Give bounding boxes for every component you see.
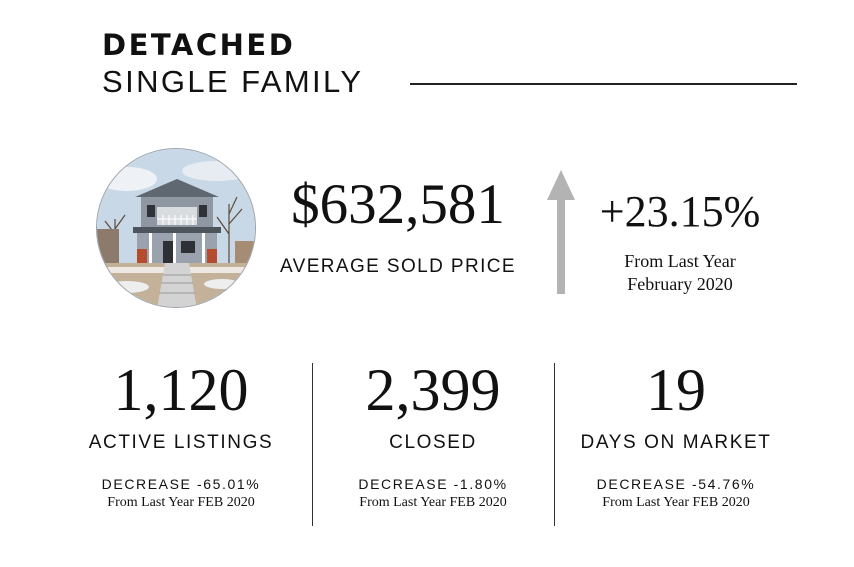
stat-note: From Last Year FEB 2020 <box>107 495 255 510</box>
stat-active-listings: 1,120 ACTIVE LISTINGS DECREASE -65.01% F… <box>61 360 301 511</box>
stat-closed: 2,399 CLOSED DECREASE -1.80% From Last Y… <box>313 360 553 511</box>
price-change-percent: +23.15% <box>599 187 761 236</box>
price-change-note-line1: From Last Year <box>624 251 736 271</box>
price-change-note-line2: February 2020 <box>627 274 733 294</box>
stat-days-on-market: 19 DAYS ON MARKET DECREASE -54.76% From … <box>556 360 796 511</box>
title-rule <box>410 83 797 85</box>
stat-change: DECREASE -54.76% <box>596 476 756 492</box>
house-photo <box>96 148 256 308</box>
stat-label: ACTIVE LISTINGS <box>88 432 274 453</box>
stat-change: DECREASE -65.01% <box>101 476 261 492</box>
column-divider <box>312 363 313 526</box>
stat-label: DAYS ON MARKET <box>580 432 772 453</box>
up-arrow-icon <box>545 170 577 301</box>
title-subtitle: SINGLE FAMILY <box>102 64 364 99</box>
average-sold-price: $632,581 <box>291 173 505 236</box>
stat-note: From Last Year FEB 2020 <box>359 495 507 510</box>
stat-value: 1,120 <box>113 357 249 423</box>
stat-change: DECREASE -1.80% <box>358 476 508 492</box>
average-sold-price-label: AVERAGE SOLD PRICE <box>279 256 517 277</box>
price-change-note: From Last Year February 2020 <box>580 250 780 296</box>
stat-note: From Last Year FEB 2020 <box>602 495 750 510</box>
title-bold: DETACHED <box>102 28 296 62</box>
stat-label: CLOSED <box>389 432 477 453</box>
column-divider <box>554 363 555 526</box>
stat-value: 19 <box>646 357 706 423</box>
stat-value: 2,399 <box>365 357 501 423</box>
